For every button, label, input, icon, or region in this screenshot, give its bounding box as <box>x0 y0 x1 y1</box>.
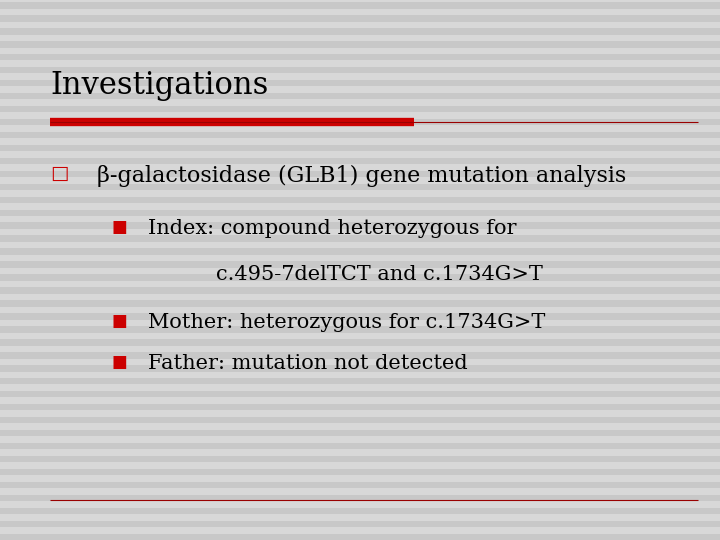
Bar <box>0 93 720 99</box>
Text: Index: compound heterozygous for: Index: compound heterozygous for <box>148 219 516 238</box>
Bar <box>0 300 720 307</box>
Bar <box>0 41 720 48</box>
Bar <box>0 404 720 410</box>
Bar <box>0 326 720 333</box>
Bar <box>0 184 720 190</box>
Text: Father: mutation not detected: Father: mutation not detected <box>148 354 467 373</box>
Bar <box>0 287 720 294</box>
Bar <box>0 28 720 35</box>
Bar <box>0 378 720 384</box>
Bar <box>0 430 720 436</box>
Bar <box>0 2 720 9</box>
Bar <box>0 495 720 501</box>
Bar <box>0 54 720 60</box>
Bar <box>0 456 720 462</box>
Bar <box>0 352 720 359</box>
Bar <box>0 145 720 151</box>
Bar <box>0 132 720 138</box>
Bar <box>0 339 720 346</box>
Bar <box>0 106 720 112</box>
Bar <box>0 119 720 125</box>
Text: ■: ■ <box>112 313 127 330</box>
Bar <box>0 534 720 540</box>
Text: ■: ■ <box>112 219 127 235</box>
Bar <box>0 261 720 268</box>
Bar <box>0 482 720 488</box>
Bar <box>0 417 720 423</box>
Text: c.495-7delTCT and c.1734G>T: c.495-7delTCT and c.1734G>T <box>216 265 543 284</box>
Bar <box>0 508 720 514</box>
Bar <box>0 469 720 475</box>
Bar <box>0 235 720 242</box>
Bar <box>0 274 720 281</box>
Text: β-galactosidase (GLB1) gene mutation analysis: β-galactosidase (GLB1) gene mutation ana… <box>97 165 626 187</box>
Bar <box>0 521 720 527</box>
Bar <box>0 197 720 203</box>
Bar <box>0 313 720 320</box>
Bar <box>0 365 720 372</box>
Bar <box>0 248 720 255</box>
Bar <box>0 171 720 177</box>
Text: Investigations: Investigations <box>50 70 269 101</box>
Bar <box>0 15 720 22</box>
Bar <box>0 210 720 216</box>
Text: Mother: heterozygous for c.1734G>T: Mother: heterozygous for c.1734G>T <box>148 313 545 332</box>
Bar <box>0 67 720 73</box>
Bar <box>0 158 720 164</box>
Text: ■: ■ <box>112 354 127 370</box>
Bar <box>0 391 720 397</box>
Bar <box>0 443 720 449</box>
Bar <box>0 80 720 86</box>
Bar <box>0 222 720 229</box>
Text: □: □ <box>50 165 69 183</box>
